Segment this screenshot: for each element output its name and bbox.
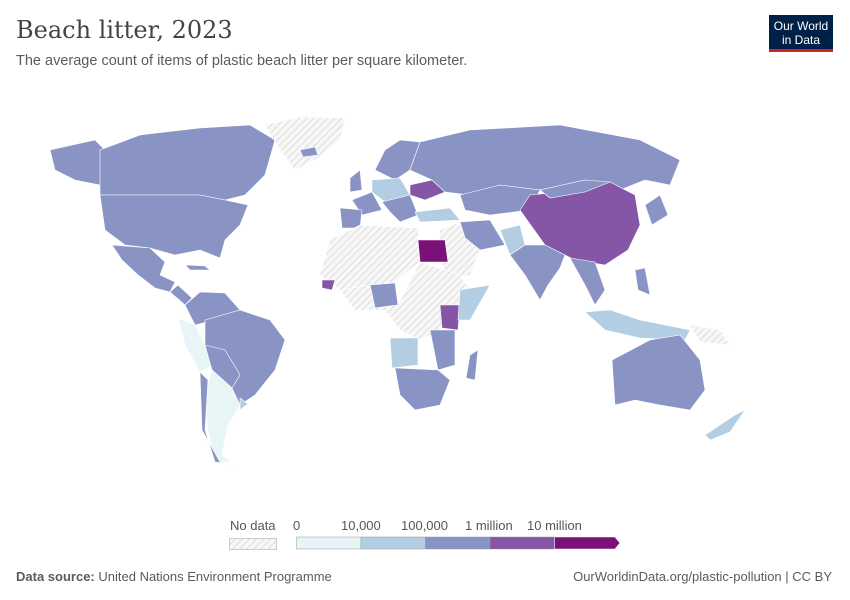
region-australia[interactable]	[611, 334, 706, 411]
region-papua[interactable]	[689, 324, 731, 346]
region-senegal[interactable]	[321, 279, 336, 291]
legend-swatch-1[interactable]	[360, 536, 426, 550]
region-iceland[interactable]	[299, 146, 319, 158]
region-chile[interactable]	[199, 371, 236, 466]
region-italy-balkans[interactable]	[381, 194, 419, 223]
legend-swatch-3[interactable]	[489, 536, 555, 550]
data-source-value: United Nations Environment Programme	[98, 569, 332, 584]
region-argentina[interactable]	[204, 369, 241, 463]
region-united-states[interactable]	[99, 194, 249, 259]
footer-link[interactable]: OurWorldinData.org/plastic-pollution | C…	[573, 569, 832, 584]
chart-title: Beach litter, 2023	[16, 16, 233, 44]
legend-swatch-4[interactable]	[554, 536, 621, 550]
region-ukraine[interactable]	[409, 179, 446, 201]
data-source-label: Data source:	[16, 569, 95, 584]
region-alaska[interactable]	[49, 139, 106, 186]
region-korea-japan[interactable]	[644, 194, 669, 226]
region-east-africa[interactable]	[429, 329, 456, 371]
region-mexico[interactable]	[111, 244, 176, 293]
region-north-africa[interactable]	[319, 224, 421, 291]
region-new-zealand[interactable]	[704, 409, 746, 441]
data-source: Data source: United Nations Environment …	[16, 569, 332, 584]
legend-color-bar	[296, 536, 621, 550]
region-madagascar[interactable]	[465, 349, 479, 381]
legend-label-3: 1 million	[465, 518, 513, 533]
region-central-america[interactable]	[169, 284, 193, 306]
region-kenya[interactable]	[439, 304, 461, 331]
region-bolivia-paraguay[interactable]	[204, 344, 241, 389]
region-indonesia[interactable]	[584, 309, 691, 341]
legend-no-data-swatch	[229, 538, 277, 550]
legend-swatch-2[interactable]	[425, 536, 491, 550]
region-egypt[interactable]	[417, 239, 449, 263]
legend-label-2: 100,000	[401, 518, 448, 533]
chart-subtitle: The average count of items of plastic be…	[16, 53, 468, 69]
region-mongolia[interactable]	[539, 179, 611, 199]
region-uk[interactable]	[349, 169, 363, 193]
owid-logo[interactable]: Our World in Data	[769, 15, 833, 52]
region-southeast-asia[interactable]	[569, 257, 606, 306]
region-uruguay[interactable]	[239, 397, 249, 411]
legend-no-data-label: No data	[230, 518, 276, 533]
legend-label-4: 10 million	[527, 518, 582, 533]
region-india[interactable]	[509, 244, 566, 301]
region-southern-africa[interactable]	[394, 367, 451, 411]
region-greenland[interactable]	[264, 116, 346, 171]
legend-swatch-0[interactable]	[296, 536, 362, 550]
legend-label-0: 0	[293, 518, 301, 533]
region-somalia[interactable]	[457, 284, 491, 321]
region-canada[interactable]	[99, 124, 276, 201]
logo-text: Our World in Data	[773, 19, 829, 47]
region-philippines[interactable]	[634, 267, 651, 296]
region-cuba[interactable]	[184, 264, 211, 271]
world-map[interactable]	[0, 100, 850, 500]
region-russia[interactable]	[409, 124, 681, 196]
region-iberia[interactable]	[339, 207, 363, 229]
region-turkey[interactable]	[414, 207, 461, 223]
region-angola[interactable]	[389, 337, 419, 369]
legend-label-1: 10,000	[341, 518, 381, 533]
region-scandinavia[interactable]	[374, 139, 421, 181]
